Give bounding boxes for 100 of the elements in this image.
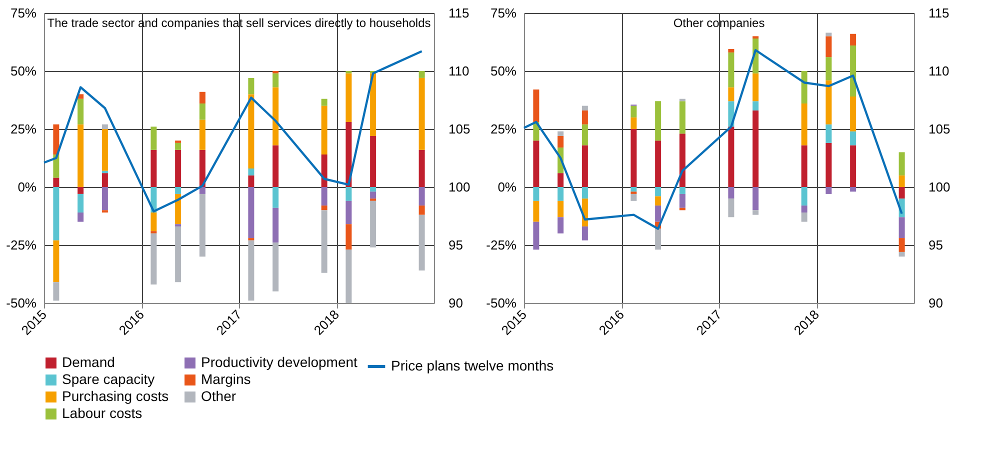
y2-tick-label: 105 [448, 122, 470, 136]
bar [346, 187, 352, 201]
bar [801, 103, 808, 146]
bar [728, 48, 734, 52]
y-tick-label: 50% [10, 64, 37, 78]
bar [102, 187, 108, 210]
bar [175, 226, 182, 282]
bar [679, 187, 686, 194]
bar [321, 154, 328, 187]
bar [175, 194, 182, 224]
y2-tick-label: 100 [928, 180, 950, 194]
y2-tick-label: 90 [448, 296, 463, 310]
bar [752, 101, 759, 110]
bar [533, 200, 540, 222]
bar [53, 282, 60, 301]
y2-tick-label: 110 [448, 64, 470, 78]
bar [175, 150, 182, 187]
bar [826, 32, 832, 36]
y-tick-label: -50% [486, 296, 517, 310]
bar [102, 210, 108, 213]
bar [826, 57, 832, 80]
bar [370, 136, 376, 187]
legend-label: Productivity development [201, 354, 358, 370]
bar [78, 124, 84, 187]
y-tick-label: 0% [18, 180, 37, 194]
bar [248, 94, 254, 168]
bar [346, 250, 352, 303]
bar [272, 242, 279, 292]
bar [53, 178, 60, 187]
bar [850, 45, 856, 97]
bar [582, 106, 588, 110]
bar [321, 187, 328, 206]
bar [558, 131, 564, 136]
legend-label: Price plans twelve months [391, 358, 554, 374]
y-tick-label: 50% [490, 64, 517, 78]
bar [630, 129, 637, 187]
bar [272, 87, 279, 146]
bar [630, 117, 637, 129]
bar [370, 192, 376, 199]
bar [898, 175, 905, 187]
bar [630, 187, 637, 192]
bar [558, 187, 564, 201]
legend-label: Labour costs [62, 405, 142, 421]
y-tick-label: 0% [498, 180, 517, 194]
y-tick-label: -25% [6, 238, 37, 252]
bar [199, 92, 206, 104]
bar [418, 214, 425, 271]
bar [558, 217, 564, 234]
y-tick-label: -50% [6, 296, 37, 310]
bar [801, 212, 808, 222]
bar [850, 96, 856, 132]
bar [78, 98, 84, 124]
bar [752, 36, 759, 39]
bar [418, 206, 425, 215]
bar [752, 73, 759, 102]
bar [370, 200, 376, 248]
bar [102, 173, 108, 187]
bar [679, 194, 686, 208]
bar [150, 126, 157, 150]
bar [418, 71, 425, 78]
bar [199, 194, 206, 257]
legend-label: Purchasing costs [62, 388, 169, 404]
y2-tick-label: 115 [448, 6, 470, 20]
y2-tick-label: 115 [928, 6, 950, 20]
bar [728, 87, 734, 102]
y2-tick-label: 105 [928, 122, 950, 136]
bar [898, 217, 905, 238]
bar [801, 71, 808, 104]
bar [150, 150, 157, 187]
bar [346, 200, 352, 224]
bar [728, 187, 734, 199]
bar [248, 78, 254, 94]
bar [630, 194, 637, 201]
bar [418, 78, 425, 150]
bar [102, 124, 108, 129]
bar [78, 212, 84, 222]
bar [801, 206, 808, 213]
bar [582, 124, 588, 146]
bar [898, 238, 905, 252]
bar [78, 187, 84, 194]
bar [850, 34, 856, 46]
bar [582, 226, 588, 240]
bar [826, 187, 832, 194]
bar [199, 120, 206, 150]
bar [150, 212, 157, 232]
bar [826, 142, 832, 187]
bar [418, 187, 425, 206]
bar [801, 145, 808, 187]
bar [321, 106, 328, 155]
bar [801, 187, 808, 206]
bar [850, 187, 856, 192]
legend-label: Demand [62, 354, 115, 370]
legend-label: Margins [201, 371, 251, 387]
bar [752, 210, 759, 215]
bar [655, 196, 662, 206]
bar [418, 150, 425, 187]
bar [533, 187, 540, 201]
bar [728, 126, 734, 187]
bar [53, 240, 60, 282]
bar [533, 90, 540, 122]
